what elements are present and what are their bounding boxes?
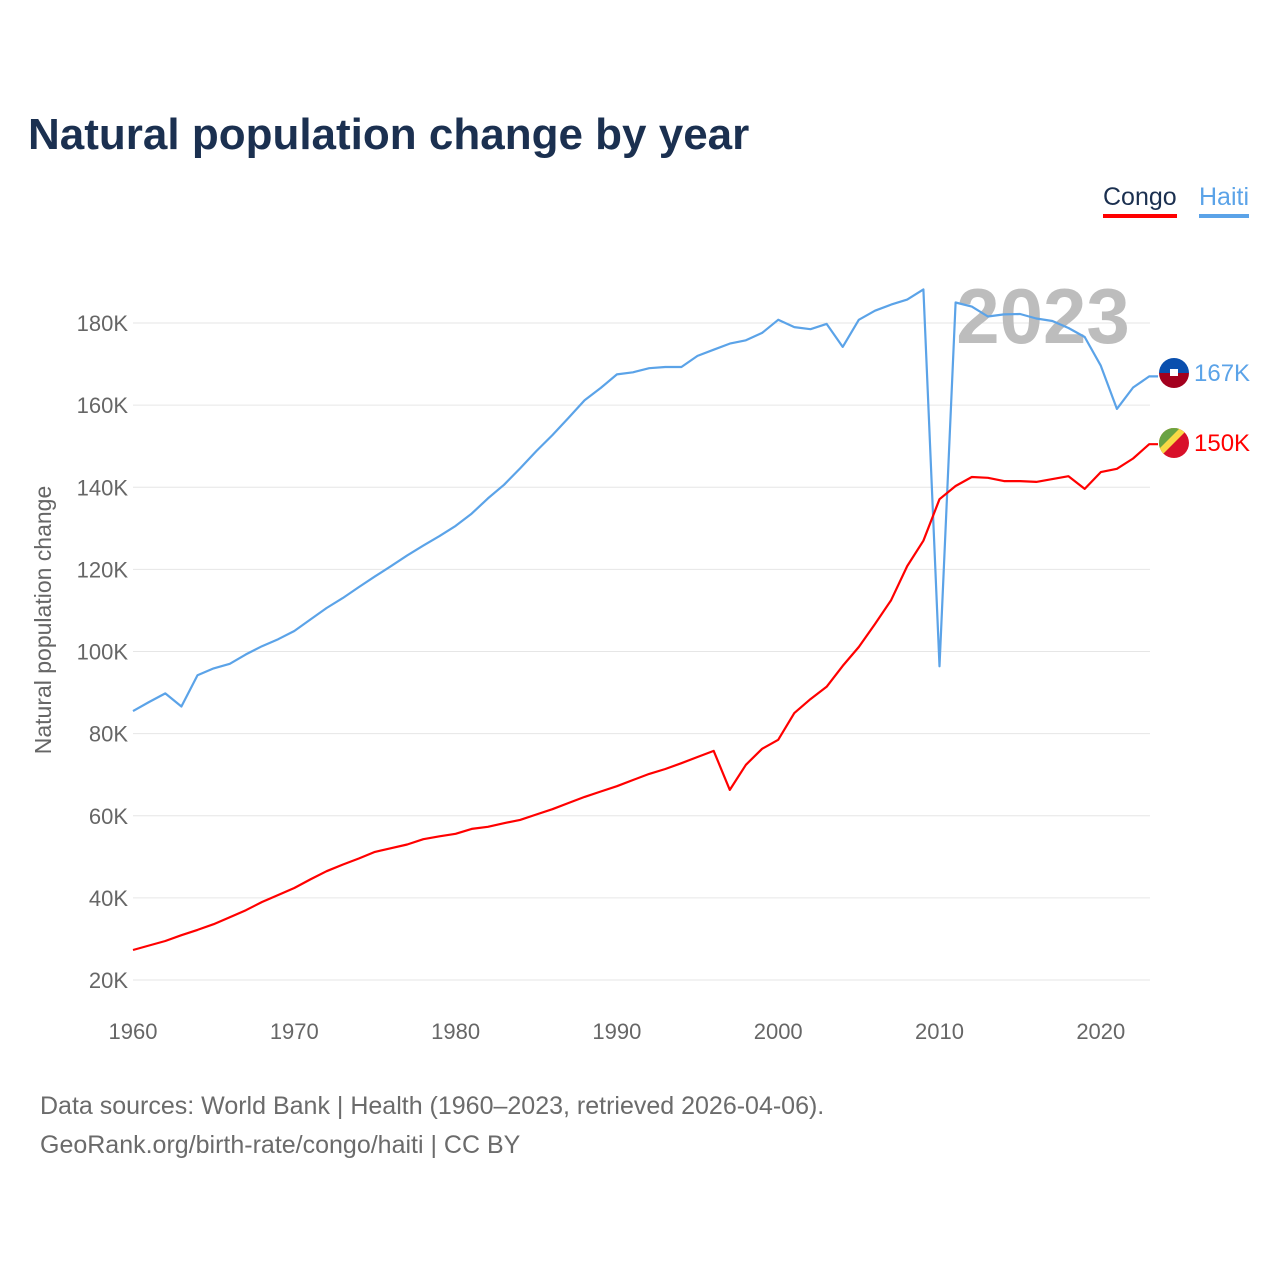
y-tick-label: 160K [77,393,129,418]
source-line-1: Data sources: World Bank | Health (1960–… [40,1092,825,1120]
series-line-haiti [132,288,1158,713]
legend-haiti[interactable]: Haiti [1199,183,1250,218]
x-tick-label: 2010 [915,1019,964,1044]
x-tick-label: 1980 [431,1019,480,1044]
y-axis-label: Natural population change [30,486,56,755]
congo-flag-icon [1159,428,1189,458]
year-watermark: 2023 [956,272,1130,360]
x-tick-label: 2020 [1076,1019,1125,1044]
source-line-2[interactable]: GeoRank.org/birth-rate/congo/haiti | CC … [40,1131,521,1159]
y-tick-label: 180K [77,311,129,336]
chart-title: Natural population change by year [28,110,750,159]
haiti-flag-icon [1159,358,1189,388]
x-tick-label: 1960 [109,1019,158,1044]
x-tick-label: 1970 [270,1019,319,1044]
y-tick-label: 140K [77,475,129,500]
x-tick-label: 2000 [754,1019,803,1044]
y-tick-label: 120K [77,557,129,582]
series-line-congo [132,443,1158,952]
y-tick-label: 100K [77,640,129,665]
y-tick-label: 80K [89,722,128,747]
haiti-end-label: 167K [1194,360,1250,387]
legend-congo[interactable]: Congo [1103,183,1177,218]
y-tick-label: 60K [89,804,128,829]
y-tick-label: 20K [89,968,128,993]
congo-end-label: 150K [1194,430,1250,457]
y-tick-label: 40K [89,886,128,911]
source-note: Data sources: World Bank | Health (1960–… [40,1087,824,1165]
x-tick-label: 1990 [592,1019,641,1044]
